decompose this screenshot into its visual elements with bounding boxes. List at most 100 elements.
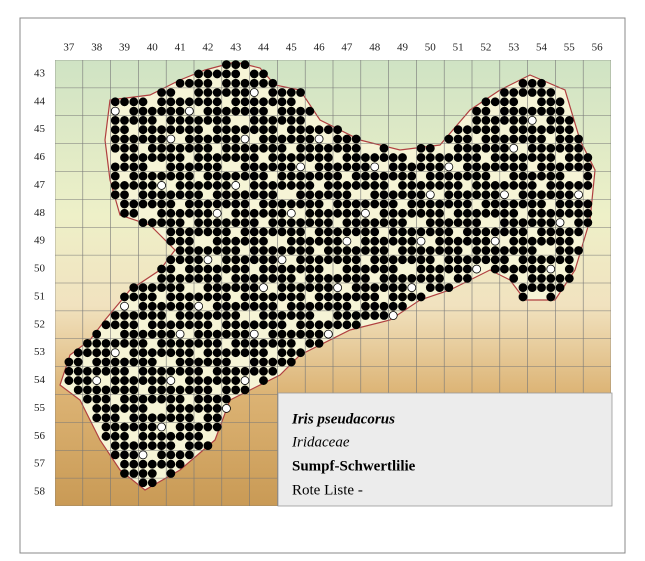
- occurrence-dot: [315, 144, 323, 152]
- occurrence-dot: [139, 163, 147, 171]
- occurrence-dot: [158, 423, 166, 431]
- occurrence-dot: [204, 256, 212, 264]
- occurrence-dot: [167, 228, 175, 236]
- occurrence-dot: [167, 339, 175, 347]
- occurrence-dot: [399, 154, 407, 162]
- occurrence-dot: [260, 302, 268, 310]
- occurrence-dot: [158, 321, 166, 329]
- occurrence-dot: [241, 293, 249, 301]
- occurrence-dot: [417, 237, 425, 245]
- occurrence-dot: [510, 228, 518, 236]
- occurrence-dot: [83, 339, 91, 347]
- occurrence-dot: [361, 293, 369, 301]
- occurrence-dot: [380, 312, 388, 320]
- occurrence-dot: [371, 293, 379, 301]
- occurrence-dot: [176, 274, 184, 282]
- occurrence-dot: [491, 191, 499, 199]
- occurrence-dot: [195, 293, 203, 301]
- occurrence-dot: [547, 107, 555, 115]
- occurrence-dot: [111, 377, 119, 385]
- occurrence-dot: [297, 172, 305, 180]
- occurrence-dot: [510, 274, 518, 282]
- occurrence-dot: [111, 126, 119, 134]
- occurrence-dot: [241, 209, 249, 217]
- occurrence-dot: [167, 191, 175, 199]
- occurrence-dot: [426, 274, 434, 282]
- occurrence-dot: [575, 181, 583, 189]
- occurrence-dot: [510, 219, 518, 227]
- occurrence-dot: [389, 302, 397, 310]
- occurrence-dot: [222, 386, 230, 394]
- occurrence-dot: [222, 395, 230, 403]
- occurrence-dot: [148, 330, 156, 338]
- occurrence-dot: [176, 451, 184, 459]
- occurrence-dot: [121, 377, 129, 385]
- occurrence-dot: [315, 274, 323, 282]
- occurrence-dot: [445, 246, 453, 254]
- occurrence-dot: [454, 181, 462, 189]
- occurrence-dot: [408, 293, 416, 301]
- row-label: 51: [34, 290, 45, 302]
- occurrence-dot: [389, 172, 397, 180]
- column-label: 44: [258, 42, 270, 54]
- occurrence-dot: [417, 163, 425, 171]
- occurrence-dot: [575, 144, 583, 152]
- occurrence-dot: [232, 79, 240, 87]
- occurrence-dot: [352, 154, 360, 162]
- occurrence-dot: [111, 451, 119, 459]
- occurrence-dot: [204, 163, 212, 171]
- occurrence-dot: [399, 302, 407, 310]
- occurrence-dot: [130, 107, 138, 115]
- occurrence-dot: [213, 367, 221, 375]
- occurrence-dot: [547, 293, 555, 301]
- occurrence-dot: [195, 70, 203, 78]
- occurrence-dot: [482, 172, 490, 180]
- occurrence-dot: [491, 144, 499, 152]
- occurrence-dot: [297, 144, 305, 152]
- occurrence-dot: [399, 181, 407, 189]
- occurrence-dot: [361, 265, 369, 273]
- occurrence-dot: [176, 181, 184, 189]
- occurrence-dot: [482, 256, 490, 264]
- occurrence-dot: [371, 237, 379, 245]
- occurrence-dot: [306, 246, 314, 254]
- occurrence-dot: [139, 349, 147, 357]
- occurrence-dot: [352, 200, 360, 208]
- occurrence-dot: [473, 107, 481, 115]
- red-list: Rote Liste -: [292, 482, 363, 498]
- row-label: 45: [34, 123, 46, 135]
- occurrence-dot: [463, 228, 471, 236]
- occurrence-dot: [204, 265, 212, 273]
- column-label: 40: [147, 42, 159, 54]
- occurrence-dot: [547, 154, 555, 162]
- occurrence-dot: [565, 191, 573, 199]
- occurrence-dot: [250, 116, 258, 124]
- occurrence-dot: [287, 89, 295, 97]
- occurrence-dot: [195, 191, 203, 199]
- occurrence-dot: [399, 256, 407, 264]
- occurrence-dot: [195, 321, 203, 329]
- occurrence-dot: [158, 154, 166, 162]
- occurrence-dot: [204, 321, 212, 329]
- occurrence-dot: [510, 126, 518, 134]
- occurrence-dot: [445, 154, 453, 162]
- occurrence-dot: [83, 349, 91, 357]
- occurrence-dot: [222, 116, 230, 124]
- occurrence-dot: [195, 377, 203, 385]
- row-label: 50: [34, 263, 46, 275]
- occurrence-dot: [306, 200, 314, 208]
- occurrence-dot: [241, 237, 249, 245]
- occurrence-dot: [232, 172, 240, 180]
- occurrence-dot: [204, 395, 212, 403]
- occurrence-dot: [463, 163, 471, 171]
- occurrence-dot: [232, 377, 240, 385]
- occurrence-dot: [287, 293, 295, 301]
- occurrence-dot: [250, 98, 258, 106]
- occurrence-dot: [250, 228, 258, 236]
- occurrence-dot: [195, 246, 203, 254]
- occurrence-dot: [222, 302, 230, 310]
- occurrence-dot: [491, 98, 499, 106]
- occurrence-dot: [213, 284, 221, 292]
- occurrence-dot: [519, 246, 527, 254]
- occurrence-dot: [241, 135, 249, 143]
